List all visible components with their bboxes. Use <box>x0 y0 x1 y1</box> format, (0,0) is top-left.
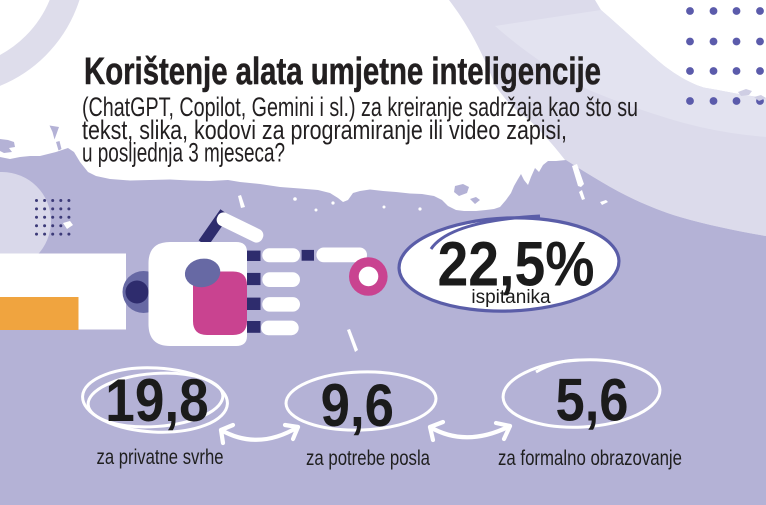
svg-text:(ChatGPT, Copilot, Gemini i sl: (ChatGPT, Copilot, Gemini i sl.) za krei… <box>82 92 638 122</box>
svg-text:5,6: 5,6 <box>556 366 629 433</box>
svg-text:u posljednja 3 mjeseca?: u posljednja 3 mjeseca? <box>82 138 285 168</box>
svg-text:za formalno obrazovanje: za formalno obrazovanje <box>498 447 682 470</box>
svg-text:za privatne svrhe: za privatne svrhe <box>97 446 224 469</box>
svg-text:9,6: 9,6 <box>321 372 394 439</box>
svg-text:za potrebe posla: za potrebe posla <box>306 447 430 470</box>
svg-text:Korištenje alata umjetne intel: Korištenje alata umjetne inteligencije <box>84 51 601 93</box>
svg-text:19,8: 19,8 <box>105 367 208 434</box>
svg-text:ispitanika: ispitanika <box>471 287 551 308</box>
svg-text:tekst, slika, kodovi za progra: tekst, slika, kodovi za programiranje il… <box>82 115 567 145</box>
svg-text:22,5%: 22,5% <box>438 230 595 300</box>
